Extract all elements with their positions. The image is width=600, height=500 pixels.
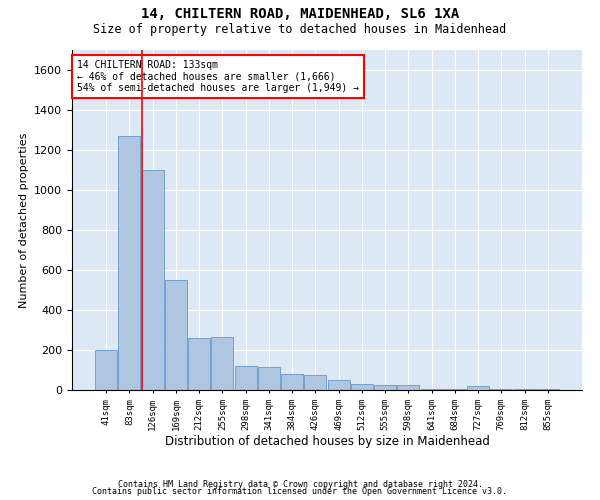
Bar (95, 350, 117, 390)
Bar (235, 366, 257, 390)
Bar (514, 389, 536, 390)
Bar (490, 389, 512, 390)
Bar (211, 337, 233, 390)
Bar (304, 375, 326, 390)
Text: 14, CHILTERN ROAD, MAIDENHEAD, SL6 1XA: 14, CHILTERN ROAD, MAIDENHEAD, SL6 1XA (141, 8, 459, 22)
Text: Contains HM Land Registry data © Crown copyright and database right 2024.: Contains HM Land Registry data © Crown c… (118, 480, 482, 489)
Bar (328, 380, 350, 390)
Bar (444, 389, 466, 390)
Text: Contains public sector information licensed under the Open Government Licence v3: Contains public sector information licen… (92, 488, 508, 496)
Bar (142, 170, 164, 390)
Y-axis label: Number of detached properties: Number of detached properties (19, 132, 29, 308)
Text: Size of property relative to detached houses in Maidenhead: Size of property relative to detached ho… (94, 22, 506, 36)
Bar (188, 338, 210, 390)
Bar (351, 384, 373, 390)
Bar (281, 374, 303, 390)
Bar (537, 389, 559, 390)
Bar (374, 385, 396, 390)
Bar (165, 280, 187, 390)
Bar (258, 367, 280, 390)
Text: 14 CHILTERN ROAD: 133sqm
← 46% of detached houses are smaller (1,666)
54% of sem: 14 CHILTERN ROAD: 133sqm ← 46% of detach… (77, 60, 359, 94)
Bar (421, 389, 443, 390)
Bar (118, 136, 140, 390)
Bar (397, 385, 419, 390)
X-axis label: Distribution of detached houses by size in Maidenhead: Distribution of detached houses by size … (164, 436, 490, 448)
Bar (467, 386, 489, 390)
